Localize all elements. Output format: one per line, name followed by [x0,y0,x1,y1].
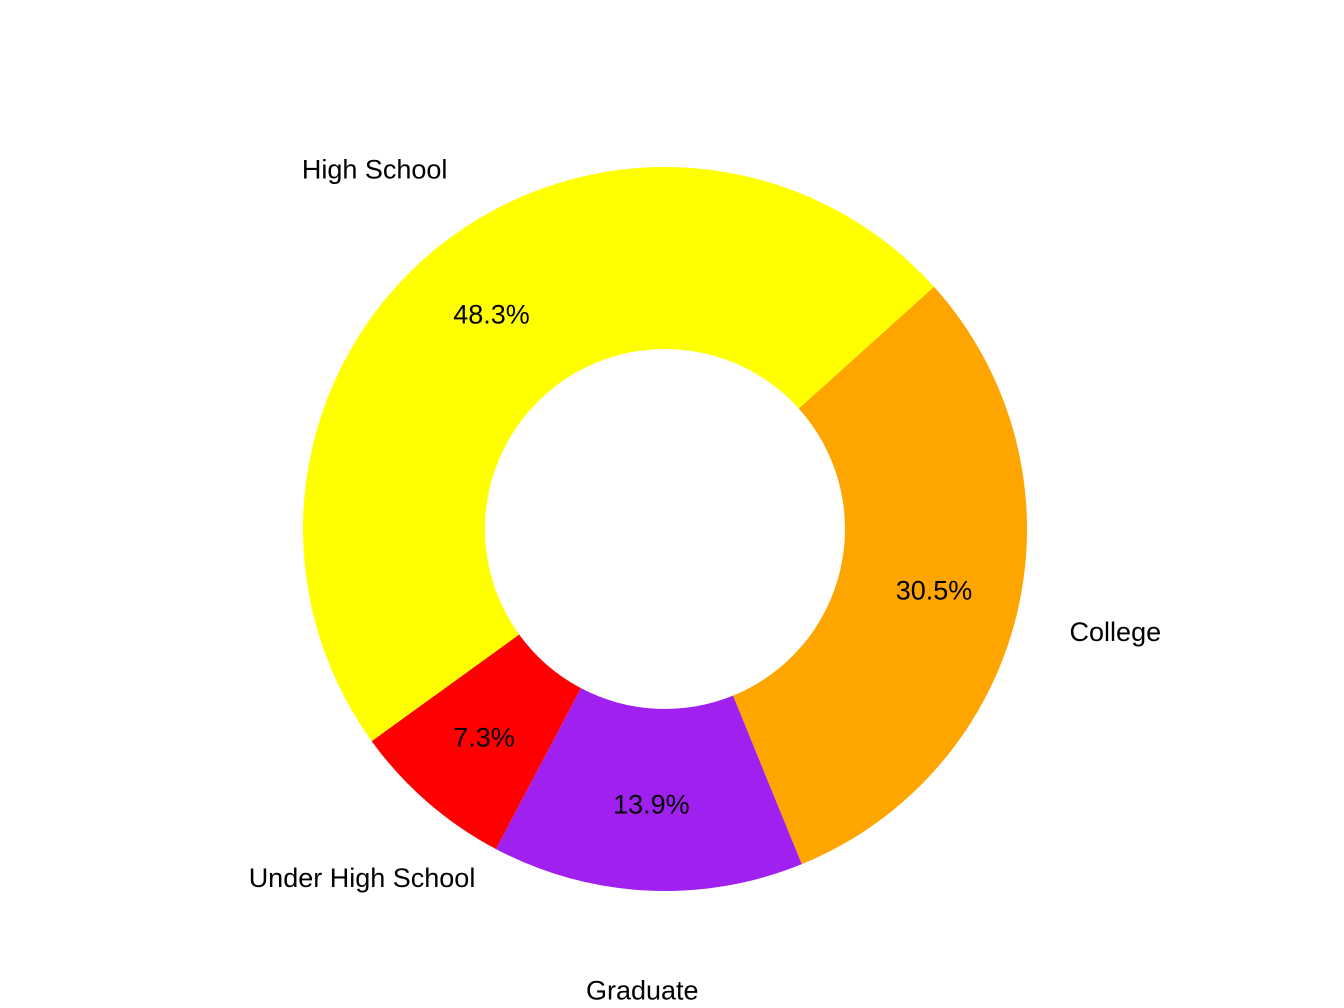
value-label-high-school: 48.3% [453,299,530,329]
slice-college [733,286,1028,865]
value-label-graduate: 13.9% [613,790,690,820]
slices-group [302,166,1028,892]
value-label-college: 30.5% [896,576,973,606]
slice-graduate [495,688,802,892]
slice-under-high-school [371,634,581,850]
category-label-high-school: High School [302,155,448,185]
category-label-under-high-school: Under High School [249,863,476,893]
value-label-under-high-school: 7.3% [453,722,515,752]
labels-group: 30.5% College 13.9% Graduate 7.3% Under High … [249,155,1161,1006]
slice-high-school [302,166,935,742]
category-label-college: College [1070,617,1162,647]
category-label-graduate: Graduate [586,975,699,1005]
